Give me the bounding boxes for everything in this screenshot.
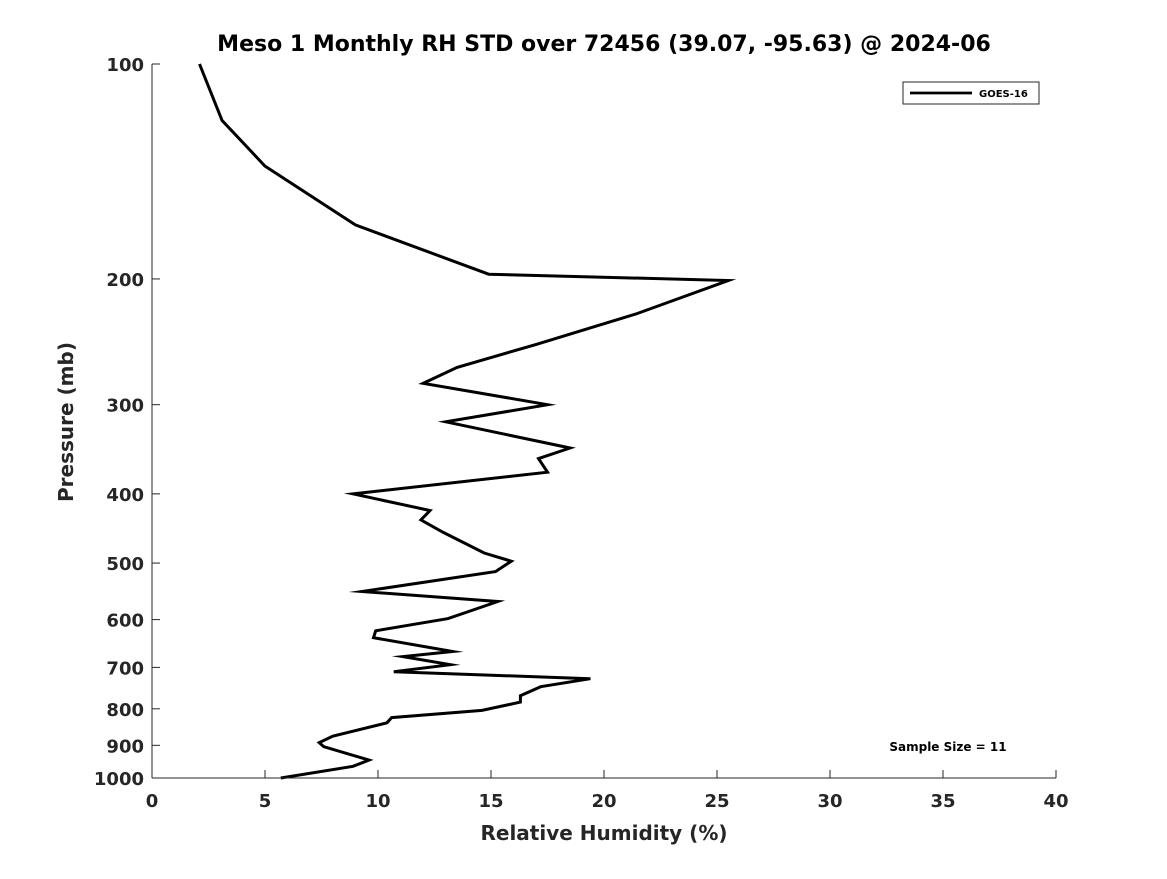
y-tick-label: 400 xyxy=(106,485,144,506)
x-tick-label: 20 xyxy=(591,791,616,812)
x-tick-label: 15 xyxy=(478,791,503,812)
y-tick-label: 600 xyxy=(106,611,144,632)
x-tick-label: 35 xyxy=(930,791,955,812)
y-axis-label: Pressure (mb) xyxy=(54,342,78,502)
plot-area xyxy=(198,63,737,780)
x-axis-label: Relative Humidity (%) xyxy=(480,821,727,845)
x-tick-label: 5 xyxy=(259,791,272,812)
x-tick-label: 0 xyxy=(146,791,159,812)
series-line-goes-16 xyxy=(198,63,737,780)
legend: GOES-16 xyxy=(902,81,1040,105)
x-tick-label: 30 xyxy=(817,791,842,812)
y-tick-label: 100 xyxy=(106,55,144,76)
x-tick-label: 40 xyxy=(1043,791,1068,812)
legend-label-goes-16: GOES-16 xyxy=(979,89,1028,100)
y-tick-label: 500 xyxy=(106,554,144,575)
x-axis: 0 5 10 15 20 25 30 35 40 xyxy=(146,770,1069,812)
x-tick-label: 10 xyxy=(365,791,390,812)
y-tick-label: 300 xyxy=(106,396,144,417)
x-tick-label: 25 xyxy=(704,791,729,812)
y-axis: 100 200 300 400 500 600 700 800 900 1000 xyxy=(94,55,160,790)
sample-size-annotation: Sample Size = 11 xyxy=(889,740,1006,754)
y-tick-label: 1000 xyxy=(94,769,144,790)
y-tick-label: 700 xyxy=(106,658,144,679)
chart-title: Meso 1 Monthly RH STD over 72456 (39.07,… xyxy=(217,32,991,57)
y-tick-label: 200 xyxy=(106,270,144,291)
y-tick-label: 900 xyxy=(106,736,144,757)
y-tick-label: 800 xyxy=(106,700,144,721)
